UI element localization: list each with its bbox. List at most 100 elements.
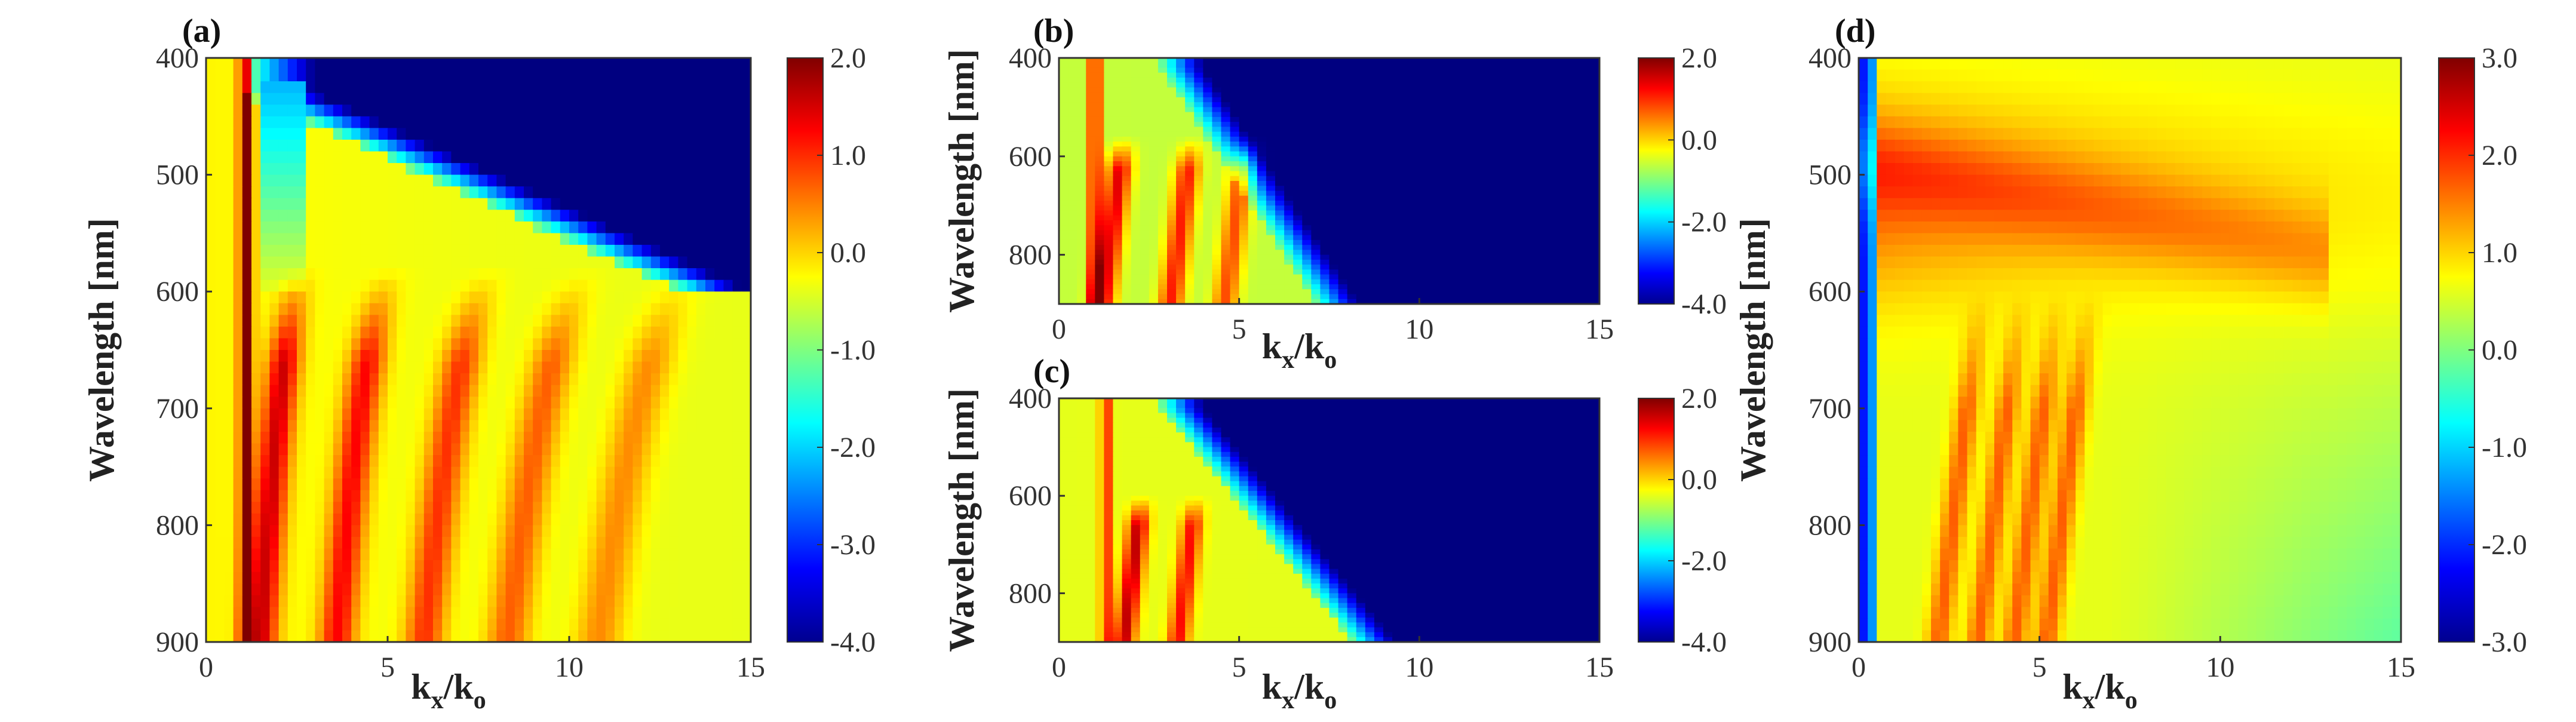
heatmap-cell	[1068, 176, 1077, 182]
heatmap-cell	[269, 279, 280, 292]
heatmap-cell	[1563, 176, 1573, 182]
heatmap-cell	[533, 443, 543, 456]
heatmap-cell	[1518, 210, 1528, 216]
heatmap-cell	[1464, 72, 1474, 78]
heatmap-cell	[478, 350, 488, 362]
heatmap-cell	[1311, 186, 1321, 192]
heatmap-cell	[1356, 107, 1366, 113]
heatmap-cell	[206, 630, 216, 643]
heatmap-cell	[1176, 215, 1186, 221]
heatmap-cell	[1482, 186, 1492, 192]
heatmap-cell	[741, 431, 751, 444]
heatmap-cell	[233, 525, 243, 537]
heatmap-cell	[423, 186, 434, 199]
heatmap-cell	[224, 69, 234, 82]
heatmap-cell	[478, 81, 488, 94]
heatmap-cell	[287, 478, 297, 491]
heatmap-cell	[269, 186, 280, 199]
heatmap-cell	[1095, 77, 1105, 83]
heatmap-cell	[732, 221, 742, 234]
heatmap-cell	[1581, 161, 1591, 167]
heatmap-cell	[615, 548, 624, 561]
heatmap-cell	[1338, 63, 1348, 69]
heatmap-cell	[624, 268, 634, 281]
heatmap-cell	[587, 420, 597, 432]
heatmap-cell	[1581, 63, 1591, 69]
heatmap-cell	[1230, 195, 1240, 201]
heatmap-cell	[1410, 156, 1420, 162]
heatmap-cell	[351, 221, 361, 234]
heatmap-cell	[1140, 72, 1150, 78]
heatmap-cell	[650, 373, 661, 386]
heatmap-cell	[487, 397, 498, 409]
heatmap-cell	[269, 105, 280, 117]
heatmap-cell	[496, 466, 506, 479]
heatmap-cell	[1509, 146, 1519, 152]
heatmap-cell	[1365, 176, 1375, 182]
heatmap-cell	[1455, 112, 1465, 118]
heatmap-cell	[524, 502, 533, 514]
heatmap-cell	[578, 244, 588, 257]
heatmap-cell	[306, 279, 316, 292]
heatmap-cell	[1104, 72, 1114, 78]
heatmap-cell	[605, 303, 615, 316]
heatmap-cell	[1365, 97, 1375, 103]
heatmap-cell	[1077, 112, 1087, 118]
heatmap-cell	[1437, 171, 1447, 177]
heatmap-cell	[732, 279, 742, 292]
heatmap-cell	[1248, 58, 1258, 64]
heatmap-cell	[723, 431, 733, 444]
colorbar-tick-label: 2.0	[830, 42, 866, 74]
heatmap-cell	[669, 397, 679, 409]
heatmap-cell	[360, 361, 370, 374]
heatmap-cell	[1157, 107, 1168, 113]
heatmap-cell	[505, 455, 515, 468]
heatmap-cell	[650, 93, 661, 106]
heatmap-cell	[1473, 210, 1483, 216]
heatmap-cell	[1284, 102, 1294, 108]
heatmap-cell	[269, 221, 280, 234]
heatmap-cell	[324, 618, 334, 631]
heatmap-cell	[242, 443, 252, 456]
heatmap-cell	[1455, 171, 1465, 177]
heatmap-cell	[569, 361, 579, 374]
heatmap-cell	[669, 268, 679, 281]
heatmap-cell	[1572, 200, 1582, 206]
heatmap-cell	[1446, 151, 1456, 157]
heatmap-cell	[342, 560, 352, 573]
heatmap-cell	[378, 116, 388, 129]
heatmap-cell	[233, 466, 243, 479]
heatmap-cell	[406, 105, 416, 117]
heatmap-cell	[1419, 63, 1429, 69]
heatmap-cell	[1491, 146, 1501, 152]
heatmap-cell	[297, 139, 306, 152]
heatmap-cell	[732, 350, 742, 362]
heatmap-cell	[1077, 171, 1087, 177]
heatmap-cell	[287, 513, 297, 526]
heatmap-cell	[287, 420, 297, 432]
heatmap-cell	[542, 431, 552, 444]
heatmap-cell	[1374, 102, 1384, 108]
heatmap-cell	[696, 81, 706, 94]
heatmap-cell	[1293, 171, 1303, 177]
heatmap-cell	[696, 105, 706, 117]
heatmap-cell	[1302, 87, 1312, 93]
heatmap-cell	[533, 291, 543, 304]
heatmap-cell	[505, 373, 515, 386]
heatmap-cell	[378, 502, 388, 514]
heatmap-cell	[505, 58, 515, 70]
heatmap-cell	[315, 560, 325, 573]
heatmap-cell	[741, 595, 751, 608]
heatmap-cell	[1509, 102, 1519, 108]
heatmap-cell	[624, 618, 634, 631]
heatmap-cell	[624, 583, 634, 596]
heatmap-cell	[1284, 151, 1294, 157]
heatmap-cell	[569, 513, 579, 526]
heatmap-cell	[224, 58, 234, 70]
heatmap-cell	[1491, 77, 1501, 83]
heatmap-cell	[1131, 82, 1141, 88]
heatmap-cell	[369, 210, 379, 222]
heatmap-cell	[297, 548, 306, 561]
heatmap-cell	[605, 210, 615, 222]
